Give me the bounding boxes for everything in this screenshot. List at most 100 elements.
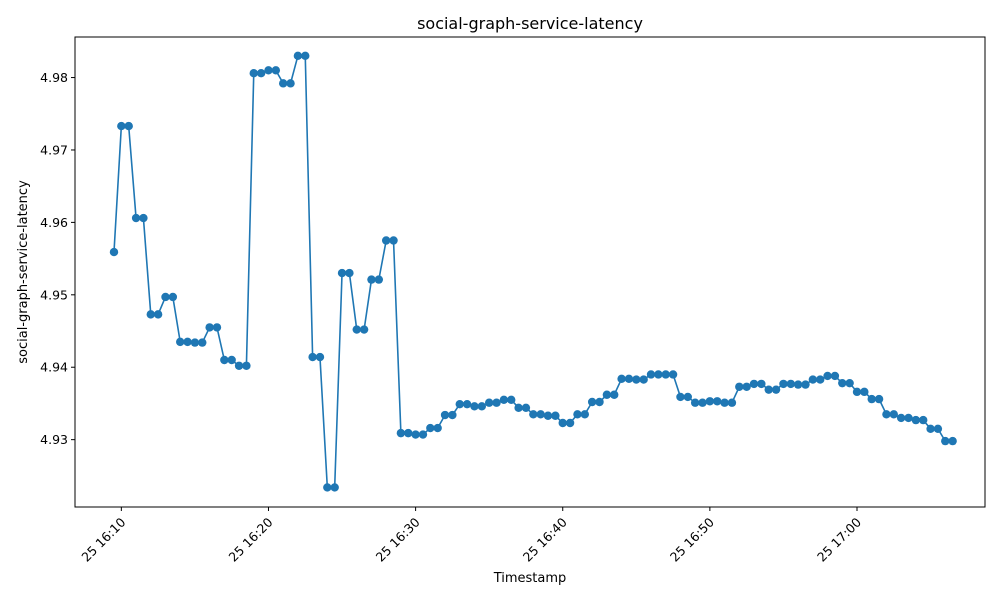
data-point bbox=[440, 410, 450, 420]
data-point bbox=[911, 415, 921, 425]
data-point bbox=[426, 423, 435, 433]
data-point bbox=[595, 397, 604, 407]
data-point bbox=[690, 398, 700, 407]
data-point bbox=[507, 395, 516, 405]
data-point bbox=[808, 375, 818, 384]
data-point bbox=[536, 410, 545, 419]
data-point bbox=[109, 247, 119, 257]
data-point bbox=[926, 424, 935, 433]
data-point bbox=[462, 399, 472, 409]
data-point bbox=[146, 310, 155, 319]
data-point bbox=[367, 275, 376, 284]
y-tick-label: 4.96 bbox=[40, 215, 68, 230]
y-tick-label: 4.93 bbox=[40, 432, 68, 447]
data-point bbox=[764, 385, 773, 394]
data-point bbox=[904, 413, 913, 423]
y-axis: 4.93 4.94 4.95 4.96 4.97 4.98 bbox=[40, 70, 75, 447]
data-point bbox=[455, 399, 464, 409]
data-point bbox=[683, 392, 692, 402]
data-point bbox=[286, 79, 295, 88]
data-point bbox=[337, 268, 347, 278]
data-point bbox=[860, 387, 869, 397]
data-point bbox=[301, 51, 310, 61]
data-point bbox=[882, 410, 891, 419]
data-point bbox=[381, 236, 391, 245]
y-axis-label: social-graph-service-latency bbox=[16, 180, 31, 364]
data-point bbox=[543, 411, 553, 420]
data-point bbox=[727, 398, 737, 407]
x-axis-label: Timestamp bbox=[493, 571, 567, 586]
data-point bbox=[433, 423, 442, 433]
data-point bbox=[374, 275, 384, 284]
data-point bbox=[713, 397, 722, 406]
data-point bbox=[580, 410, 590, 419]
data-point bbox=[278, 79, 288, 88]
x-tick-label: 25 16:50 bbox=[667, 514, 717, 564]
data-point bbox=[941, 436, 950, 446]
data-point bbox=[198, 338, 207, 347]
chart-title: social-graph-service-latency bbox=[417, 14, 643, 33]
data-point bbox=[220, 355, 229, 365]
x-tick-label: 25 16:40 bbox=[520, 514, 570, 564]
data-point bbox=[124, 121, 133, 131]
data-point bbox=[249, 69, 258, 78]
x-axis: 25 16:10 25 16:20 25 16:30 25 16:40 25 16:50… bbox=[78, 507, 864, 565]
data-point bbox=[749, 379, 759, 389]
y-tick-label: 4.95 bbox=[40, 287, 68, 302]
data-point bbox=[418, 430, 428, 439]
data-point bbox=[896, 413, 906, 423]
data-point bbox=[933, 424, 943, 433]
data-point bbox=[117, 121, 126, 131]
plot-area bbox=[109, 51, 957, 492]
data-point bbox=[838, 378, 847, 388]
data-point bbox=[698, 398, 707, 407]
y-tick-label: 4.97 bbox=[40, 142, 68, 157]
data-point bbox=[389, 236, 398, 245]
data-point bbox=[293, 51, 303, 61]
data-point bbox=[234, 361, 244, 370]
data-point bbox=[499, 395, 509, 405]
data-point bbox=[308, 352, 317, 362]
data-point bbox=[271, 66, 281, 75]
data-point bbox=[632, 375, 641, 384]
data-point bbox=[624, 374, 634, 384]
data-point bbox=[323, 483, 332, 492]
data-point bbox=[411, 430, 420, 439]
data-point bbox=[529, 410, 538, 419]
x-tick-label: 25 17:00 bbox=[814, 514, 864, 564]
x-tick-label: 25 16:20 bbox=[225, 514, 275, 564]
data-point bbox=[492, 398, 501, 407]
data-point bbox=[396, 428, 406, 438]
data-point bbox=[212, 323, 222, 332]
plot-frame bbox=[74, 36, 986, 508]
data-point bbox=[742, 382, 751, 391]
data-point bbox=[676, 392, 685, 402]
data-point bbox=[558, 418, 567, 428]
data-point bbox=[190, 338, 200, 347]
data-point bbox=[845, 378, 854, 388]
data-point bbox=[654, 370, 663, 379]
data-point bbox=[661, 370, 670, 379]
data-point bbox=[168, 292, 178, 302]
data-point bbox=[359, 325, 369, 334]
data-point bbox=[176, 337, 185, 347]
data-point bbox=[330, 483, 339, 492]
data-point bbox=[823, 371, 832, 381]
data-point bbox=[602, 390, 612, 399]
data-point bbox=[793, 380, 803, 389]
data-point bbox=[801, 380, 810, 389]
data-point bbox=[153, 310, 163, 319]
data-point bbox=[352, 325, 361, 334]
data-point bbox=[779, 379, 788, 389]
data-point bbox=[205, 323, 214, 332]
data-point bbox=[668, 370, 678, 379]
data-point bbox=[771, 385, 781, 394]
data-point bbox=[816, 375, 825, 384]
y-tick-label: 4.98 bbox=[40, 70, 68, 85]
data-point bbox=[705, 397, 715, 406]
data-point bbox=[521, 403, 531, 412]
data-point bbox=[345, 268, 354, 278]
data-point bbox=[256, 69, 266, 78]
data-point bbox=[448, 410, 457, 420]
data-point bbox=[948, 436, 957, 446]
